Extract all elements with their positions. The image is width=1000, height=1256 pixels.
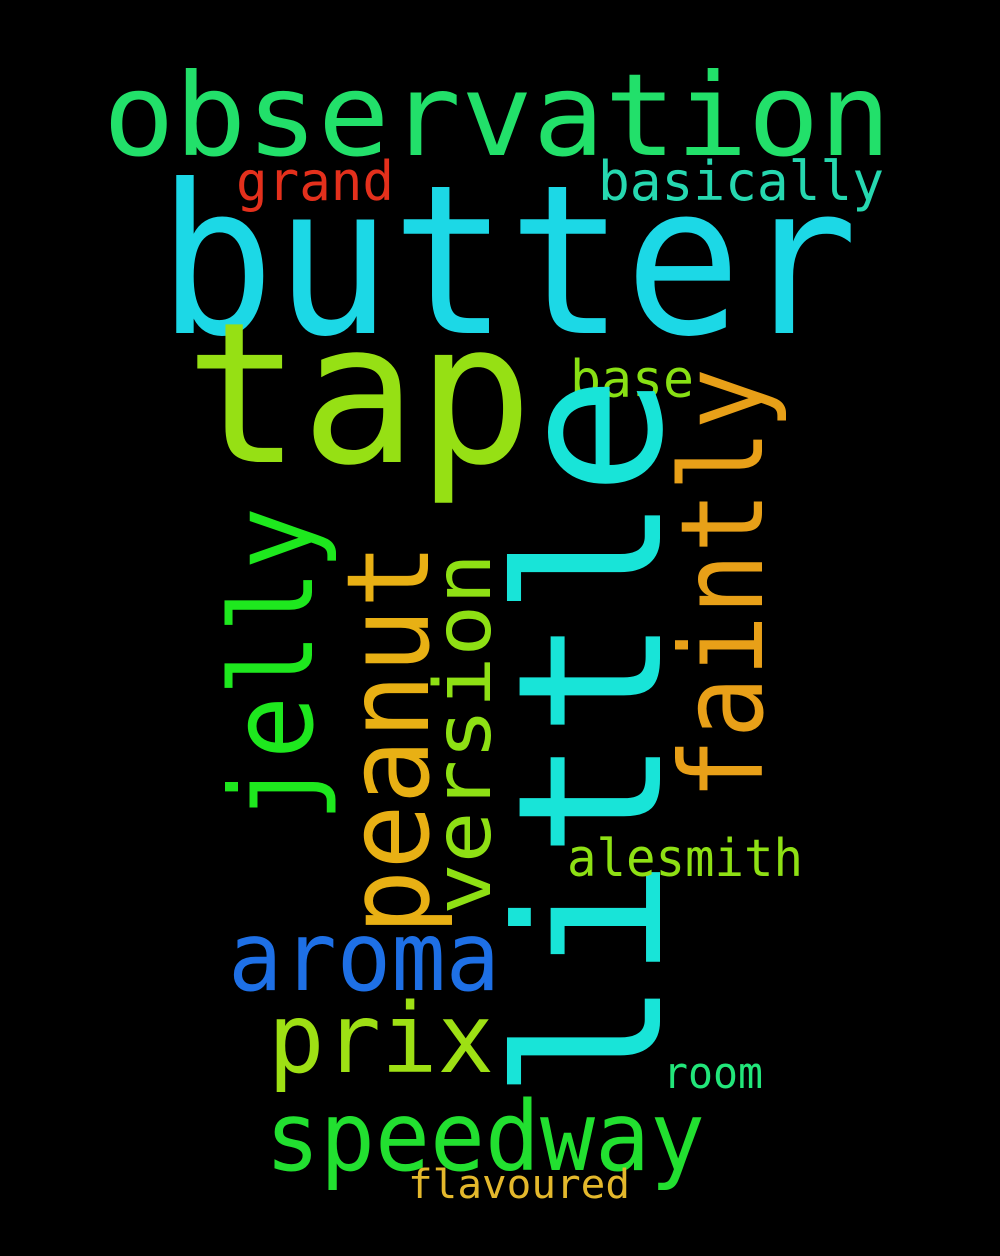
word-faintly: faintly xyxy=(656,368,789,800)
word-tap: tap xyxy=(185,281,533,509)
word-version: version xyxy=(419,553,509,915)
word-prix: prix xyxy=(268,983,494,1095)
word-little: little xyxy=(475,375,708,1100)
word-grand: grand xyxy=(236,150,394,213)
word-alesmith: alesmith xyxy=(567,829,803,889)
word-butter: butter xyxy=(158,141,858,383)
word-jelly: jelly xyxy=(206,507,339,822)
word-peanut: peanut xyxy=(322,543,455,935)
word-speedway: speedway xyxy=(265,1081,705,1193)
word-basically: basically xyxy=(598,150,884,213)
word-flavoured: flavoured xyxy=(408,1162,630,1208)
word-room: room xyxy=(663,1048,763,1099)
word-base: base xyxy=(570,350,694,410)
word-observation: observation xyxy=(103,49,891,182)
word-aroma: aroma xyxy=(228,901,500,1013)
